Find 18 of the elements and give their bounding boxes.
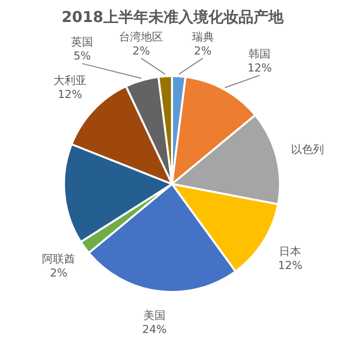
slice-label: 英国 (71, 36, 94, 49)
data-label: 12% (247, 61, 272, 74)
data-label: 2% (132, 44, 150, 58)
data-label: 2% (50, 266, 68, 280)
slice-label: 日本 (279, 245, 302, 258)
data-label: 24% (142, 322, 167, 336)
data-label: 12% (278, 259, 302, 272)
data-label: 2% (194, 44, 212, 58)
slice-label: 台湾地区 (119, 30, 164, 44)
data-label: 5% (73, 50, 91, 63)
chart-title: 2018上半年未准入境化妆品产地 (62, 8, 284, 26)
slice-label: 美国 (143, 308, 166, 322)
slice-label: 阿联酋 (42, 252, 76, 266)
data-label: 12% (58, 88, 82, 102)
slice-label: 韩国 (248, 47, 271, 60)
slice-label: 以色列 (291, 143, 324, 156)
slice-label: 瑞典 (192, 30, 214, 44)
slice-label: 大利亚 (53, 74, 86, 88)
